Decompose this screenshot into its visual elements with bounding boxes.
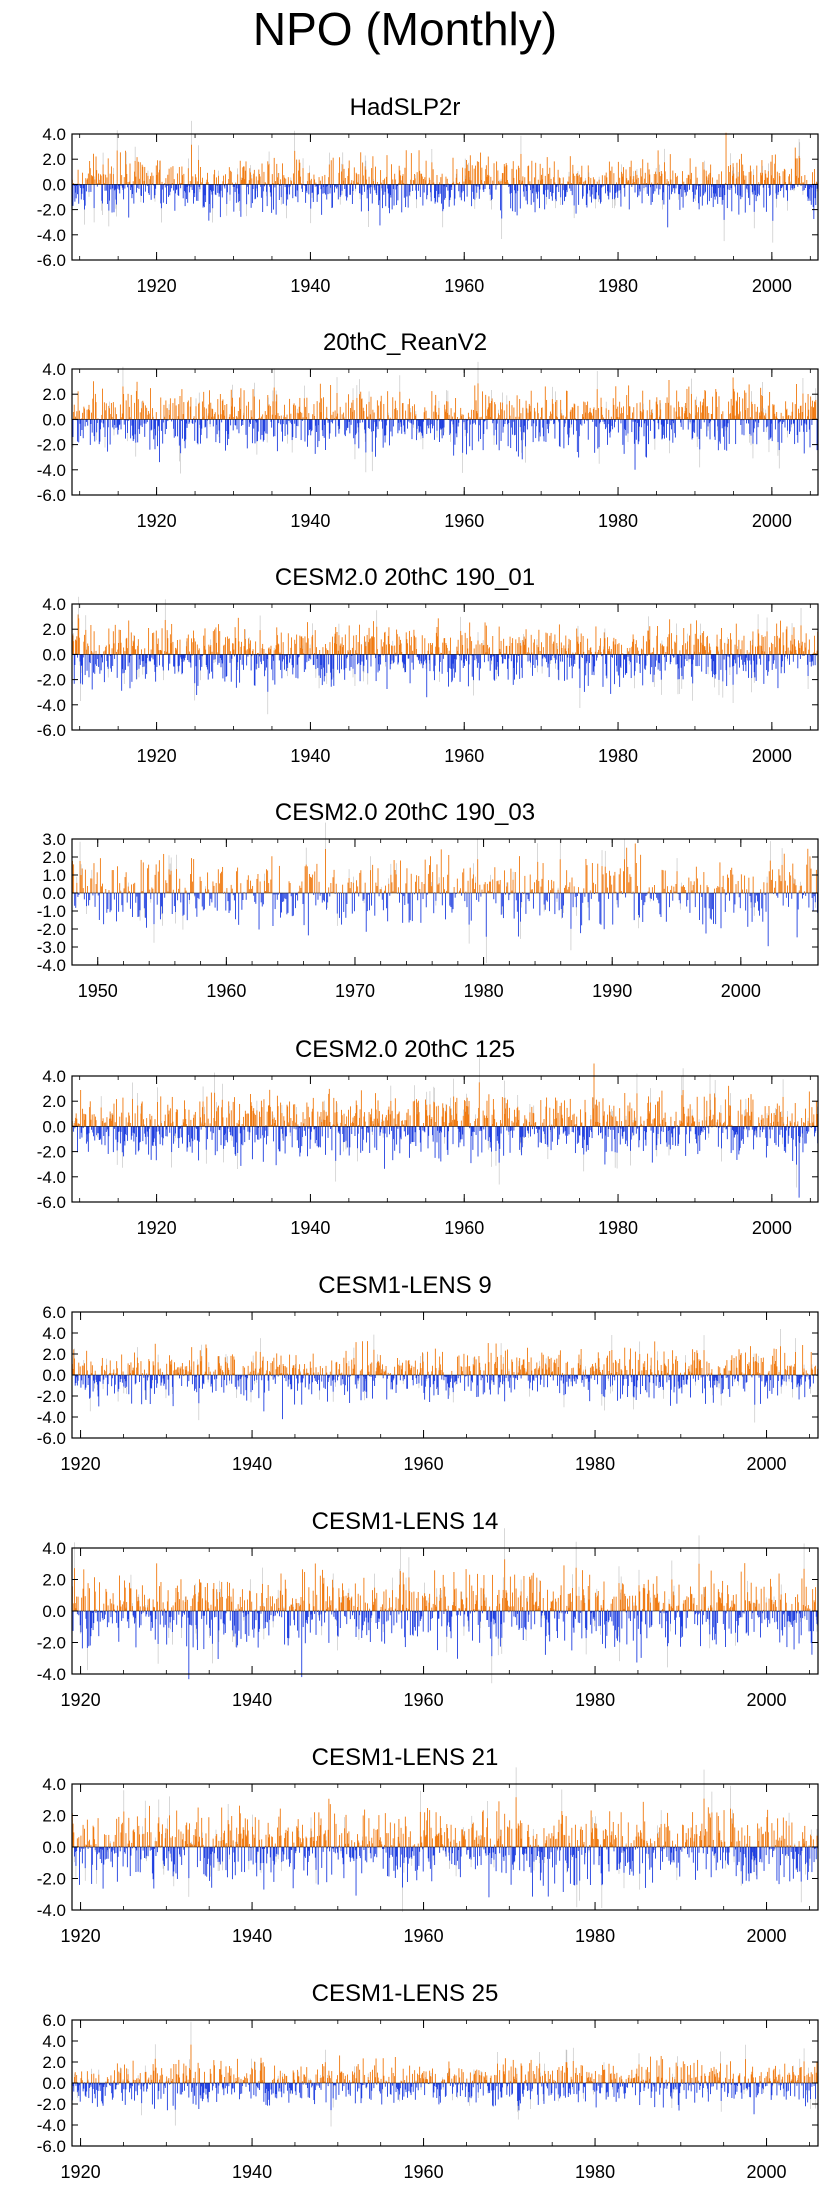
x-tick-label: 1920 [137, 511, 177, 531]
y-tick-label: -2.0 [37, 671, 66, 690]
chart-panel: 4.0 2.0 0.0 -2.0 -4.0 -6.0 1920 1940 1960 1980 200… [37, 360, 819, 531]
y-tick-label: -4.0 [37, 226, 66, 245]
y-tick-label: -6.0 [37, 251, 66, 270]
y-tick-label: -6.0 [37, 486, 66, 505]
x-tick-label: 1960 [444, 511, 484, 531]
y-tick-label: -2.0 [37, 201, 66, 220]
panel-title-lens-21: CESM1-LENS 21 [311, 1744, 499, 1771]
x-tick-label: 1980 [598, 276, 638, 296]
y-tick-label: 2.0 [42, 150, 66, 169]
x-tick-label: 1980 [598, 746, 638, 766]
panel-title-lens-25: CESM1-LENS 25 [311, 1980, 499, 2007]
y-tick-label: 0.0 [42, 410, 66, 429]
x-tick-label: 2000 [752, 511, 792, 531]
y-tick-label: 2.0 [42, 848, 66, 867]
figure-title: NPO (Monthly) [252, 3, 558, 55]
plot-frame [71, 368, 819, 496]
y-tick-label: 2.0 [42, 620, 66, 639]
y-tick-label: 4.0 [42, 595, 66, 614]
panel-title-cesm2-190-03: CESM2.0 20thC 190_03 [274, 799, 536, 826]
x-tick-label: 1920 [137, 746, 177, 766]
x-tick-label: 2000 [752, 746, 792, 766]
y-tick-label: -4.0 [37, 696, 66, 715]
x-tick-label: 1940 [290, 746, 330, 766]
panel-title-lens-14: CESM1-LENS 14 [311, 1508, 499, 1535]
y-tick-label: 4.0 [42, 360, 66, 379]
x-tick-label: 1920 [137, 276, 177, 296]
y-tick-label: 0.0 [42, 175, 66, 194]
chart-panel: 4.0 2.0 0.0 -2.0 -4.0 -6.0 1920 1940 1960 1980 200… [37, 120, 819, 296]
y-tick-label: -2.0 [37, 920, 66, 939]
y-tick-label: 0.0 [42, 884, 66, 903]
y-tick-label: 4.0 [42, 125, 66, 144]
panel-title-hadslp2r: HadSLP2r [349, 94, 461, 121]
x-tick-label: 1980 [598, 511, 638, 531]
panel-title-cesm2-190-01: CESM2.0 20thC 190_01 [274, 564, 536, 591]
y-tick-label: -1.0 [37, 902, 66, 921]
y-tick-label: -4.0 [37, 956, 66, 975]
y-tick-label: -6.0 [37, 721, 66, 740]
panel-title-lens-9: CESM1-LENS 9 [318, 1272, 492, 1299]
x-tick-label: 1960 [444, 746, 484, 766]
y-tick-label: 3.0 [42, 830, 66, 849]
y-tick-label: 0.0 [42, 645, 66, 664]
x-tick-label: 1940 [290, 511, 330, 531]
panel-title-cesm2-125: CESM2.0 20thC 125 [294, 1036, 516, 1063]
y-tick-label: -4.0 [37, 461, 66, 480]
y-tick-label: -2.0 [37, 436, 66, 455]
plot-frame [71, 133, 819, 261]
y-tick-label: 1.0 [42, 866, 66, 885]
plot-frame [71, 838, 819, 966]
y-tick-label: 2.0 [42, 385, 66, 404]
plot-frame [71, 603, 819, 731]
x-tick-label: 1940 [290, 276, 330, 296]
x-tick-label: 2000 [752, 276, 792, 296]
y-tick-label: -3.0 [37, 938, 66, 957]
panel-title-20thc-reanv2: 20thC_ReanV2 [322, 329, 488, 356]
chart-panel: 4.0 2.0 0.0 -2.0 -4.0 -6.0 1920 1940 1960 1980 200… [37, 595, 819, 766]
x-tick-label: 1960 [444, 276, 484, 296]
